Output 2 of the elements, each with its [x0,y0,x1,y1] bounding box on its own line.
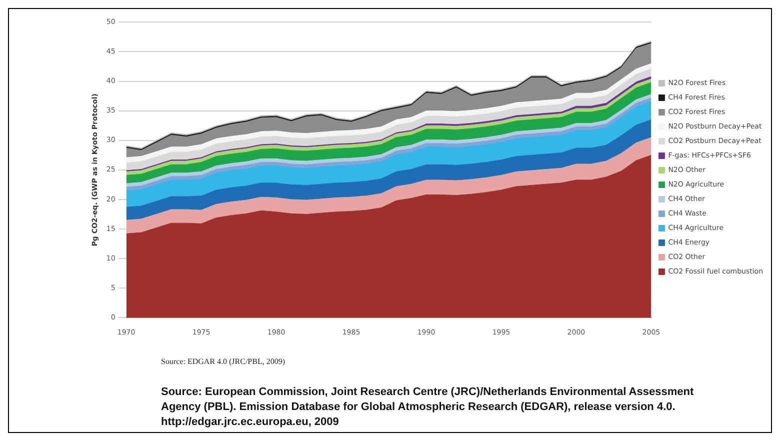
source-note: Source: EDGAR 4.0 (JRC/PBL, 2009) [161,357,285,366]
source-note: Source: European Commission, Joint Research Centre (JRC)/Netherlands Environmental Assessment Agency (PBL). Emission Database for Global Atmospheric Research (EDGAR), release version 4.0. http://edgar.jrc.ec.europa.eu, 2009 [161,385,695,430]
